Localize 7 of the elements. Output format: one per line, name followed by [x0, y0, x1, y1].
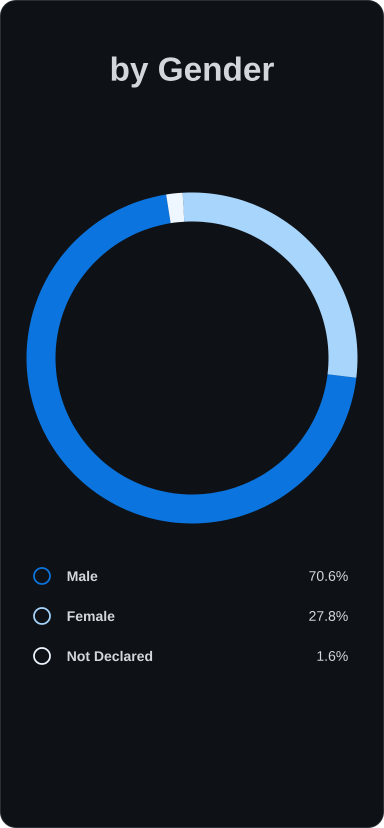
data-label: 27.8%: [309, 611, 348, 621]
data-label: 70.6%: [309, 571, 348, 581]
legend-label: Male: [68, 570, 98, 582]
legend-label: Female: [68, 610, 114, 622]
chart-title: by Gender: [112, 56, 274, 88]
legend-label: Not Declared: [68, 650, 152, 662]
data-label: 1.6%: [317, 651, 348, 661]
